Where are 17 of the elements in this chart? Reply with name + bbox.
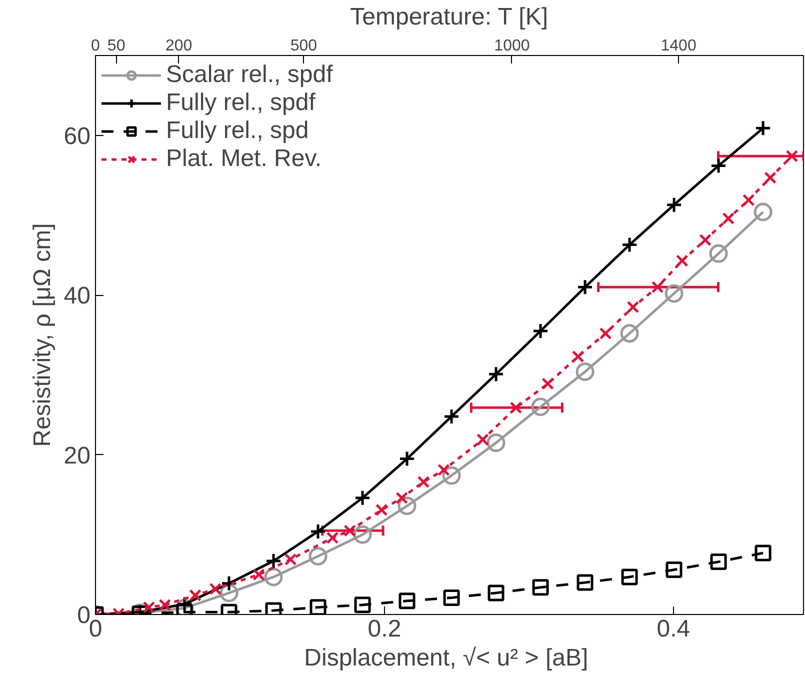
legend-label: Fully rel., spdf (166, 89, 316, 117)
legend-label: Plat. Met. Rev. (166, 145, 322, 173)
x-tick-label: 0.4 (656, 616, 690, 642)
legend-label: Scalar rel., spdf (166, 61, 333, 89)
x2-tick-label: 50 (107, 38, 126, 54)
x2-tick-label: 200 (165, 38, 192, 54)
y-axis-title: Resistivity, ρ [μΩ cm] (28, 223, 56, 447)
x-axis-title: Displacement, √< u² > [aB] (304, 644, 588, 672)
x2-axis-title: Temperature: T [K] (350, 4, 548, 30)
y-tick-label: 60 (64, 122, 91, 150)
x2-tick-label: 1400 (660, 38, 696, 54)
x2-tick-label: 1000 (494, 38, 530, 54)
x2-tick-label: 500 (290, 38, 318, 54)
legend-label: Fully rel., spd (166, 117, 309, 145)
x-tick-label: 0.2 (368, 616, 402, 642)
y-tick-label: 20 (64, 442, 91, 470)
y-tick-label: 40 (64, 282, 91, 310)
